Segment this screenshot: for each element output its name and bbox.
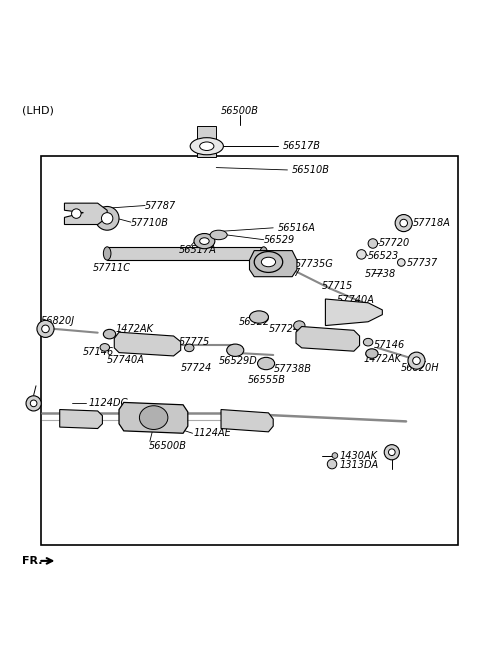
Text: 57710B: 57710B [131, 218, 169, 228]
Text: 57775: 57775 [179, 337, 211, 347]
Ellipse shape [103, 247, 111, 260]
Ellipse shape [294, 321, 305, 331]
Circle shape [332, 453, 338, 458]
Ellipse shape [103, 329, 116, 339]
Text: FR.: FR. [22, 556, 42, 566]
Ellipse shape [254, 251, 283, 272]
Ellipse shape [96, 206, 119, 230]
Polygon shape [107, 247, 264, 260]
Ellipse shape [210, 230, 227, 240]
Ellipse shape [363, 339, 373, 346]
Polygon shape [119, 403, 188, 433]
Ellipse shape [400, 219, 408, 227]
Text: (LHD): (LHD) [22, 106, 54, 116]
Circle shape [384, 445, 399, 460]
Polygon shape [197, 126, 216, 157]
Ellipse shape [260, 247, 267, 260]
Circle shape [413, 357, 420, 364]
Polygon shape [114, 332, 180, 356]
Circle shape [26, 396, 41, 411]
Ellipse shape [100, 343, 109, 351]
Circle shape [327, 460, 337, 469]
Text: 57724: 57724 [180, 364, 212, 373]
Text: 56510B: 56510B [292, 165, 330, 175]
Ellipse shape [227, 344, 244, 356]
Text: 56500B: 56500B [149, 441, 187, 451]
Circle shape [72, 209, 81, 218]
Circle shape [397, 259, 405, 266]
Text: 56517B: 56517B [283, 141, 321, 151]
Text: 57724: 57724 [268, 324, 300, 334]
Circle shape [30, 400, 37, 407]
Ellipse shape [250, 311, 268, 323]
Ellipse shape [200, 238, 209, 245]
Text: 57740A: 57740A [107, 355, 145, 365]
Ellipse shape [366, 349, 378, 358]
Text: 1313DA: 1313DA [340, 460, 379, 470]
Circle shape [408, 352, 425, 369]
Circle shape [37, 321, 54, 337]
Polygon shape [250, 251, 297, 277]
Polygon shape [64, 203, 107, 224]
Polygon shape [296, 327, 360, 351]
FancyBboxPatch shape [41, 156, 458, 545]
Text: 57775: 57775 [302, 337, 334, 347]
Text: 1430AK: 1430AK [340, 450, 378, 460]
Ellipse shape [139, 406, 168, 429]
Text: 57715: 57715 [322, 281, 353, 291]
Text: 56820H: 56820H [400, 363, 439, 373]
Ellipse shape [200, 142, 214, 151]
Text: 57146: 57146 [83, 347, 114, 357]
Ellipse shape [261, 257, 276, 267]
Polygon shape [325, 299, 383, 325]
Ellipse shape [395, 214, 412, 232]
Text: 56523: 56523 [368, 251, 399, 261]
Text: 56555B: 56555B [248, 375, 286, 384]
Circle shape [42, 325, 49, 333]
Text: 56522: 56522 [239, 317, 270, 327]
Ellipse shape [184, 344, 194, 351]
Text: 57711C: 57711C [93, 263, 131, 273]
Text: 56516A: 56516A [278, 223, 316, 233]
Text: 57738B: 57738B [274, 364, 312, 374]
Text: 1472AK: 1472AK [363, 353, 401, 364]
Ellipse shape [258, 358, 275, 370]
Text: 57740A: 57740A [337, 296, 375, 305]
Text: 57787: 57787 [145, 200, 176, 210]
Text: 56500B: 56500B [221, 106, 259, 116]
Text: 57720: 57720 [379, 239, 410, 249]
Text: 1124DG: 1124DG [88, 398, 128, 409]
Text: 56529: 56529 [264, 235, 295, 245]
Polygon shape [221, 409, 273, 432]
Circle shape [357, 250, 366, 259]
Circle shape [368, 239, 378, 248]
Ellipse shape [190, 138, 223, 155]
Text: 57738: 57738 [364, 269, 396, 280]
Text: 57735G: 57735G [295, 259, 333, 269]
Text: 57737: 57737 [407, 259, 438, 268]
Text: 56820J: 56820J [41, 316, 75, 325]
Text: 1124AE: 1124AE [193, 428, 231, 437]
Polygon shape [60, 409, 102, 429]
Circle shape [388, 449, 395, 456]
Text: 57757: 57757 [270, 268, 301, 278]
Ellipse shape [194, 234, 215, 249]
Text: 56517A: 56517A [179, 245, 216, 255]
Text: 57718A: 57718A [413, 218, 451, 228]
Text: 57146: 57146 [374, 339, 405, 349]
Text: 1472AK: 1472AK [116, 325, 154, 335]
Ellipse shape [101, 212, 113, 224]
Text: 56529D: 56529D [219, 355, 257, 366]
